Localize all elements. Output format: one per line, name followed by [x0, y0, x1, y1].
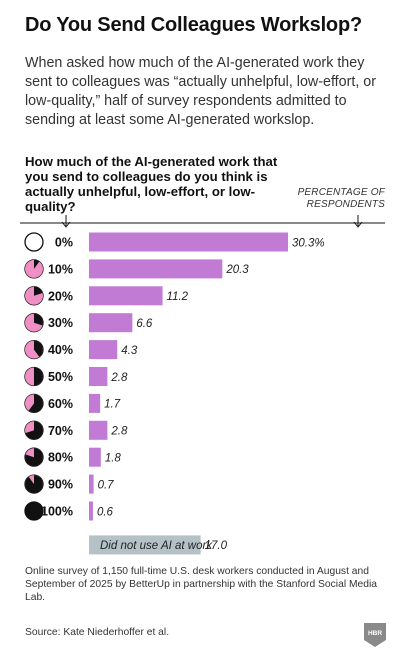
hbr-logo-text: HBR: [368, 630, 382, 637]
pie-icon: [24, 259, 44, 279]
value-label: 30.3%: [292, 237, 325, 249]
pie-icon: [24, 501, 44, 521]
category-label: 20%: [48, 289, 73, 303]
survey-note: Online survey of 1,150 full-time U.S. de…: [25, 566, 378, 603]
value-label: 20.3: [225, 264, 249, 276]
value-label: 0.6: [97, 506, 114, 518]
value-axis-label: PERCENTAGE OF RESPONDENTS: [297, 187, 385, 210]
bar-row: 60% 1.7: [24, 393, 121, 414]
header-markers: [20, 215, 385, 228]
hbr-logo: HBR: [364, 623, 386, 647]
bar-row: 70% 2.8: [24, 420, 128, 440]
did-not-use-ai-bar: [89, 535, 201, 555]
bar-row: 90% 0.7: [24, 474, 115, 494]
pie-icon: [24, 313, 44, 333]
category-label: 100%: [41, 505, 73, 519]
category-label: 60%: [48, 397, 73, 411]
bar-rows: 0% 30.3% 10% 20.3 20% 11.2 30% 6.6 40% 4.3 50% 2.8 6…: [24, 232, 325, 521]
pie-icon: [24, 393, 44, 414]
category-label: 90%: [48, 478, 73, 492]
question-heading: How much of the AI-generated work that y…: [25, 154, 278, 214]
bar-row: 0% 30.3%: [24, 232, 325, 252]
value-label: 1.8: [105, 453, 122, 465]
category-label: 30%: [48, 316, 73, 330]
intro-text: When asked how much of the AI-generated …: [25, 55, 376, 128]
pie-icon: [24, 447, 44, 467]
pie-icon: [24, 474, 44, 494]
value-label: 6.6: [136, 318, 153, 330]
bar: [89, 447, 101, 467]
bar: [89, 286, 163, 306]
chart-title: Do You Send Colleagues Workslop?: [25, 14, 362, 36]
bar-row: 80% 1.8: [24, 447, 122, 467]
source-credit: Source: Kate Niederhoffer et al.: [25, 627, 170, 638]
category-axis-arrow: [61, 221, 71, 228]
value-label: 4.3: [121, 345, 138, 357]
bar: [89, 420, 108, 440]
category-label: 40%: [48, 343, 73, 357]
category-label: 80%: [48, 451, 73, 465]
pie-icon: [24, 420, 44, 440]
bar: [89, 313, 133, 333]
bar-row: 100% 0.6: [24, 501, 114, 521]
did-not-use-ai-label: Did not use AI at work: [100, 540, 213, 552]
pie-icon: [24, 232, 44, 252]
bar: [89, 232, 288, 252]
bar-row: 10% 20.3: [24, 259, 249, 279]
bar: [89, 474, 94, 494]
category-label: 0%: [55, 236, 73, 250]
bar: [89, 393, 101, 413]
did-not-use-ai-value: 17.0: [205, 540, 228, 552]
value-label: 2.8: [110, 372, 128, 384]
bar: [89, 501, 93, 521]
value-label: 11.2: [167, 291, 189, 303]
bar: [89, 367, 108, 386]
bar-row: 20% 11.2: [24, 286, 189, 306]
value-label: 0.7: [98, 479, 115, 491]
bar-row: 40% 4.3: [24, 339, 138, 360]
pie-icon: [24, 286, 44, 306]
value-axis-arrow: [353, 221, 363, 228]
value-label: 1.7: [104, 399, 121, 411]
pie-icon: [24, 339, 44, 360]
bar-row: 30% 6.6: [24, 313, 153, 333]
category-label: 50%: [48, 370, 73, 384]
category-label: 70%: [48, 424, 73, 438]
value-label: 2.8: [110, 426, 128, 438]
category-label: 10%: [48, 262, 73, 276]
bar: [89, 259, 223, 279]
bar-row: 50% 2.8: [24, 366, 128, 387]
bar: [89, 340, 118, 360]
pie-icon: [24, 366, 44, 387]
